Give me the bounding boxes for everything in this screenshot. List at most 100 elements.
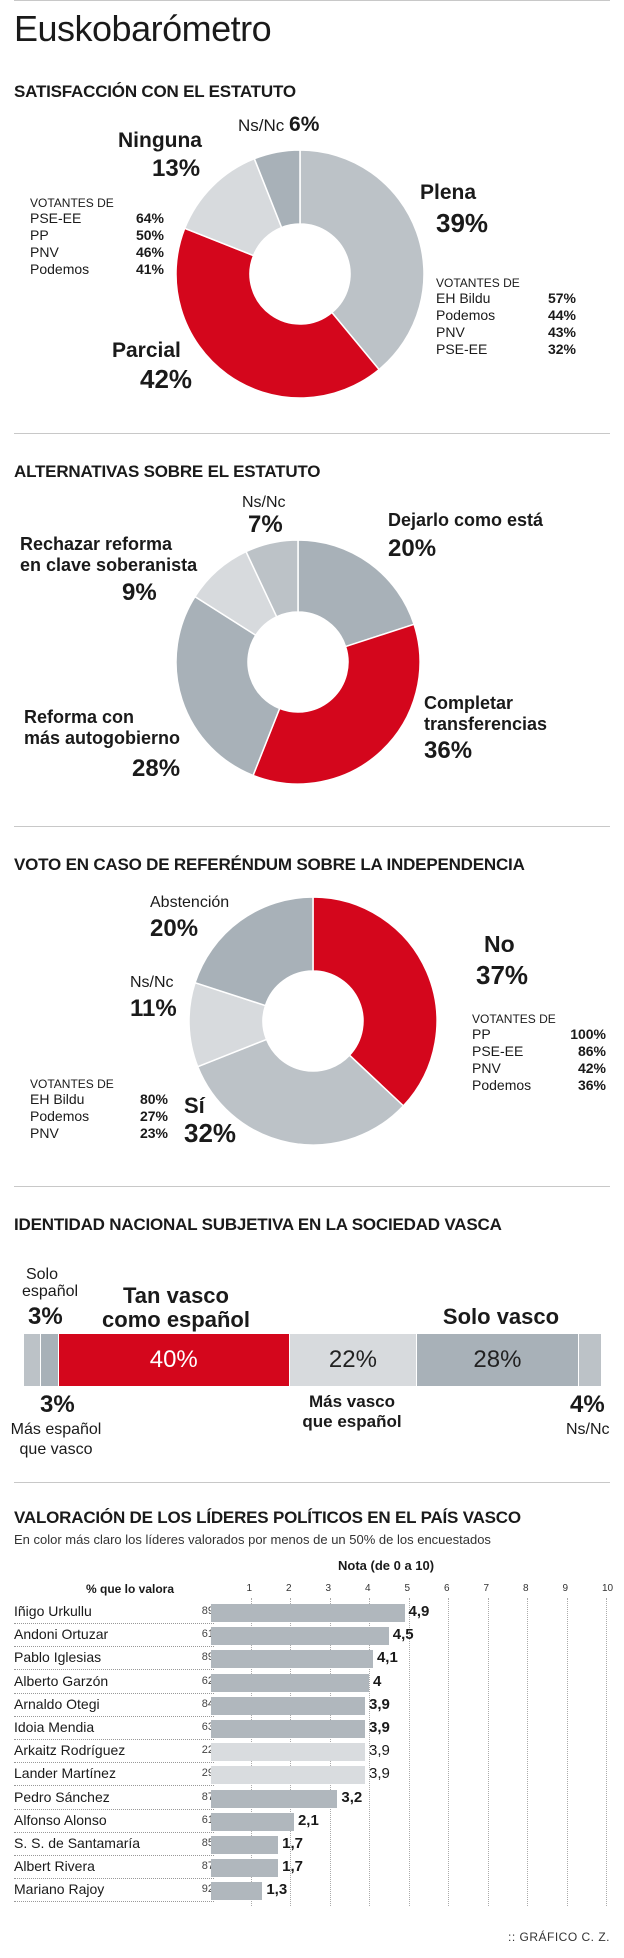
pct-si: 32% (184, 1118, 237, 1148)
x-gridline (369, 1598, 370, 1906)
section-title-alternativas: ALTERNATIVAS SOBRE EL ESTATUTO (14, 462, 321, 481)
voter-value: 57% (547, 290, 576, 306)
voters-head: VOTANTES DE (472, 1012, 556, 1026)
leader-pct: 61 (201, 1628, 214, 1641)
label-no: No (484, 931, 515, 957)
label-nsnc-4: Ns/Nc (566, 1421, 610, 1438)
voters-row: Podemos 44% (436, 307, 576, 324)
identity-segment-5 (578, 1334, 601, 1386)
pct-rechazar: 9% (122, 579, 157, 606)
voter-name: Podemos (436, 307, 496, 323)
label-completar-1: Completar (424, 693, 514, 713)
mas-espanol-line1: Más español (10, 1421, 102, 1438)
leader-bar (211, 1604, 405, 1622)
subtitle-lideres: En color más claro los líderes valorados… (14, 1532, 491, 1547)
leader-bar (211, 1627, 389, 1646)
voter-name: PNV (30, 1125, 59, 1141)
donut-slice-ns-nc (253, 149, 301, 229)
identity-bar: 40% 22% 28% (24, 1334, 602, 1386)
pct-dejarlo: 20% (388, 535, 437, 562)
voters-row: PSE-EE 32% (436, 341, 576, 358)
x-tick-label: 9 (562, 1583, 569, 1594)
leader-pct: 62 (201, 1674, 214, 1687)
nsnc-text: Ns/Nc (238, 116, 285, 135)
label-nsnc-2: Ns/Nc (242, 494, 286, 511)
leader-bar (211, 1766, 366, 1785)
leader-row: Arnaldo Otegi 84 3,9 (14, 1695, 614, 1717)
x-tick-label: 8 (523, 1583, 529, 1594)
voters-row: EH Bildu 80% (30, 1091, 168, 1108)
x-tick-label: 7 (483, 1583, 490, 1594)
section-title-referendum: VOTO EN CASO DE REFERÉNDUM SOBRE LA INDE… (14, 855, 525, 874)
voter-value: 86% (577, 1043, 606, 1059)
donut-slice-abstención (194, 896, 314, 1007)
divider (14, 1482, 610, 1483)
leader-name: Alberto Garzón (14, 1672, 109, 1689)
voters-head: VOTANTES DE (436, 276, 520, 290)
voter-name: Podemos (472, 1077, 532, 1093)
label-nsnc-1: Ns/Nc 6% (238, 113, 320, 136)
label-dejarlo: Dejarlo como está (388, 510, 544, 530)
leader-row: Pedro Sánchez 87 3,2 (14, 1788, 614, 1810)
leader-bar (211, 1673, 369, 1692)
voter-value: 23% (139, 1125, 168, 1141)
label-rechazar-2: en clave soberanista (20, 555, 198, 575)
identity-segment-0 (24, 1334, 41, 1386)
voter-value: 41% (135, 261, 164, 277)
leader-pct: 85 (201, 1837, 214, 1849)
donut-slice-plena (299, 149, 425, 371)
section-title-lideres: VALORACIÓN DE LOS LÍDERES POLÍTICOS EN E… (14, 1508, 521, 1527)
voter-value: 27% (139, 1108, 168, 1124)
voter-value: 80% (139, 1091, 168, 1107)
leader-pct: 89 (201, 1651, 214, 1664)
voter-value: 32% (547, 341, 576, 357)
top-rule (14, 0, 610, 1)
leader-row: Lander Martínez 29 3,9 (14, 1764, 614, 1787)
x-tick-label: 4 (365, 1583, 371, 1594)
leader-row-divider (14, 1738, 214, 1740)
voters-row: PP 50% (30, 227, 164, 244)
donut-slice-dejarlo-como-está (297, 539, 415, 648)
leader-row-divider (14, 1854, 214, 1856)
leader-bar (211, 1812, 294, 1831)
leader-row: Andoni Ortuzar 61 4,5 (14, 1625, 614, 1648)
leader-row: S. S. de Santamaría 85 1,7 (14, 1834, 614, 1856)
x-gridline (566, 1598, 568, 1906)
leader-row-divider (14, 1668, 214, 1671)
voter-name: PP (472, 1026, 491, 1042)
leader-row: Idoia Mendia 63 3,9 (14, 1718, 614, 1740)
x-gridline (606, 1598, 607, 1906)
label-plena: Plena (420, 181, 477, 204)
leader-pct: 22 (201, 1744, 214, 1757)
voters-row: Podemos 27% (30, 1108, 168, 1125)
leader-name: Pedro Sánchez (14, 1788, 110, 1805)
leader-name: Iñigo Urkullu (14, 1603, 92, 1619)
voter-name: PSE-EE (436, 341, 488, 357)
leader-score: 3,9 (369, 1695, 390, 1713)
leader-name: Arnaldo Otegi (14, 1695, 100, 1712)
page-title: Euskobarómetro (14, 8, 272, 49)
voter-value: 100% (570, 1026, 606, 1042)
voters-row: PNV 42% (472, 1060, 606, 1077)
leader-score: 1,7 (282, 1858, 303, 1876)
leader-score: 4 (373, 1672, 382, 1690)
label-rechazar-1: Rechazar reforma (20, 534, 173, 554)
leader-name: Alfonso Alonso (14, 1811, 107, 1828)
leader-bar (211, 1650, 373, 1669)
pct-abstencion: 20% (150, 915, 199, 942)
donut-slice-reforma-con-más-autogobierno (175, 595, 281, 777)
leader-bar (211, 1743, 366, 1762)
voter-name: EH Bildu (436, 290, 491, 306)
leader-bar (211, 1789, 338, 1808)
mas-vasco-line1: Más vasco (309, 1392, 395, 1411)
voter-name: EH Bildu (30, 1091, 85, 1107)
donut-slice-no (312, 896, 438, 1107)
label-parcial: Parcial (112, 339, 181, 362)
leader-row: Mariano Rajoy 92 1,3 (14, 1880, 614, 1903)
pct-nsnc-1: 6% (289, 113, 320, 136)
leader-row-divider (14, 1784, 214, 1787)
voters-row: Podemos 36% (472, 1077, 606, 1094)
voter-value: 50% (135, 227, 164, 243)
pct-ninguna: 13% (152, 155, 201, 182)
